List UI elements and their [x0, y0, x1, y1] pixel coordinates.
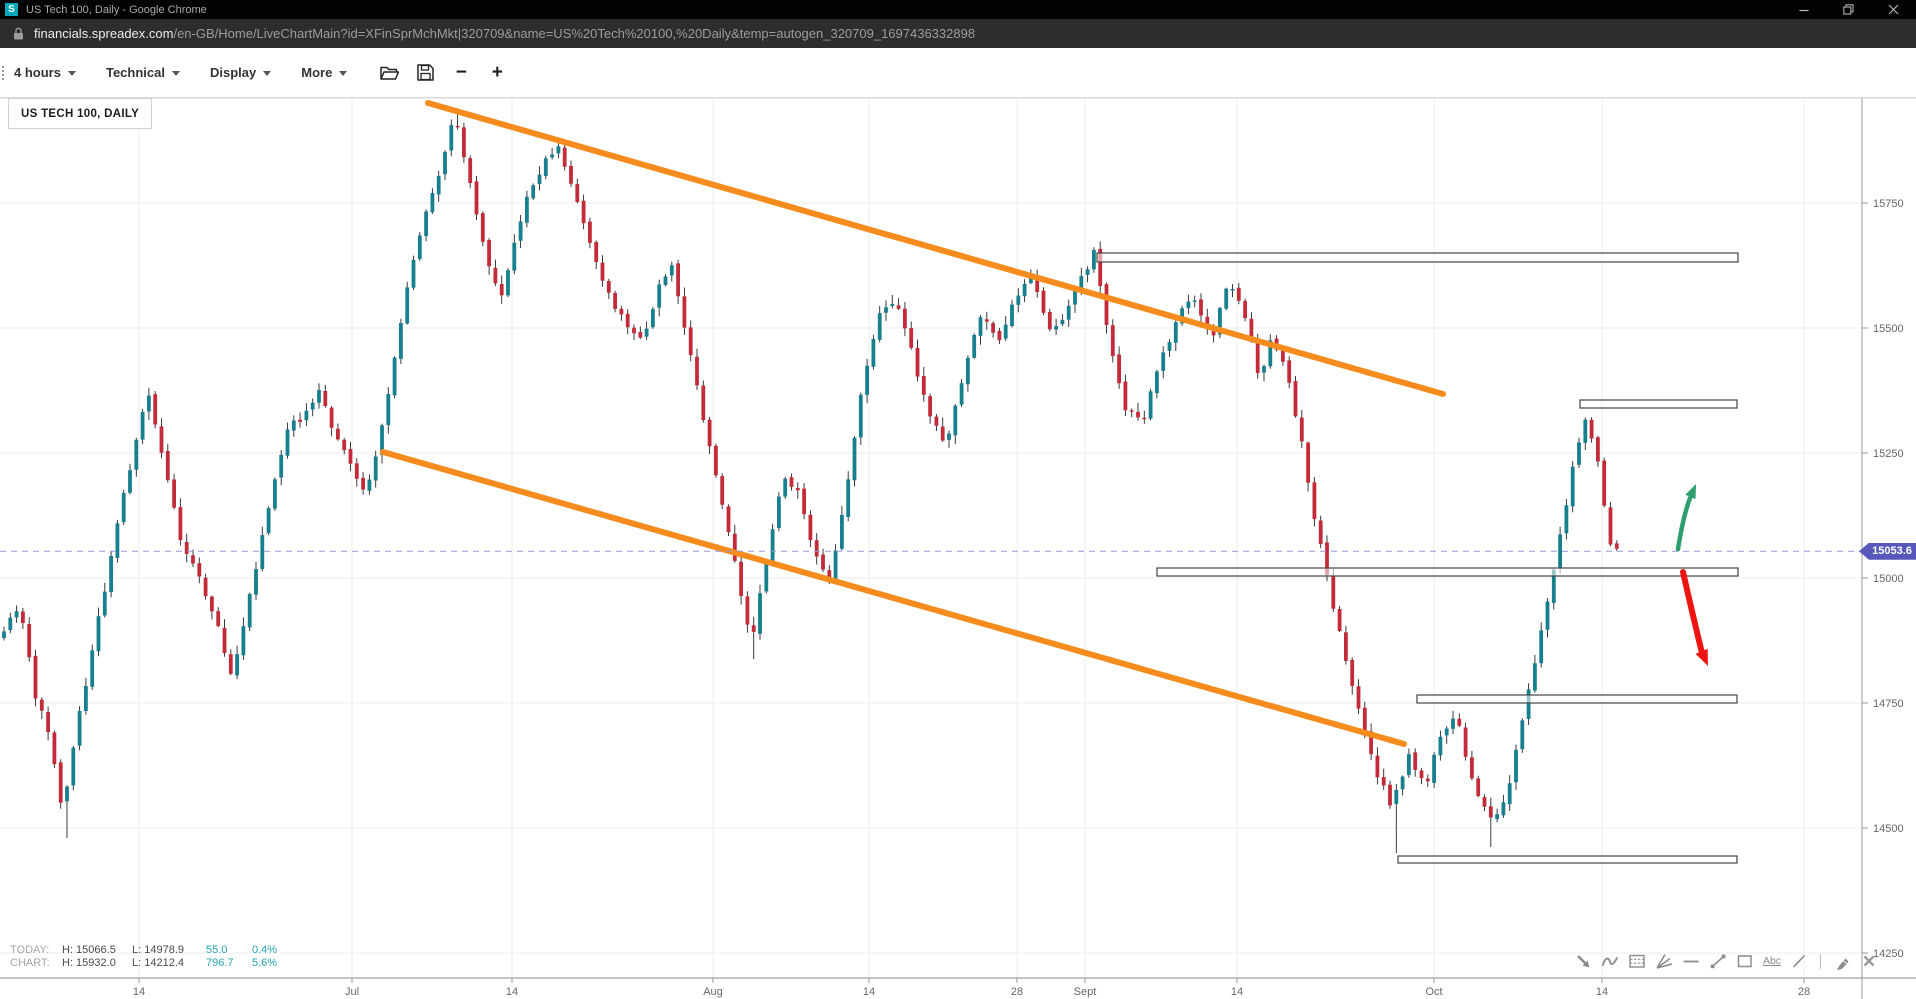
svg-text:14750: 14750 [1873, 698, 1904, 710]
caret-down-icon [339, 71, 348, 76]
zoom-out-button[interactable]: − [449, 61, 473, 85]
stats-percent: 0.4% [252, 944, 278, 956]
pointer-tool-button[interactable] [1572, 950, 1594, 972]
svg-text:Jul: Jul [345, 986, 359, 998]
display-dropdown[interactable]: Display [209, 65, 272, 80]
minimize-button[interactable] [1781, 0, 1826, 19]
svg-text:14500: 14500 [1873, 823, 1904, 835]
stats-high: H: 15066.5 [62, 944, 116, 956]
horizontal-line-tool-button[interactable] [1680, 950, 1702, 972]
svg-text:14250: 14250 [1873, 948, 1904, 960]
caret-down-icon [171, 71, 180, 76]
close-x-icon [1863, 955, 1875, 967]
svg-text:15250: 15250 [1873, 448, 1904, 460]
svg-text:28: 28 [1798, 986, 1810, 998]
browser-chrome: S US Tech 100, Daily - Google Chrome [0, 0, 1916, 98]
symbol-label: US TECH 100, DAILY [8, 98, 153, 129]
svg-text:15750: 15750 [1873, 198, 1904, 210]
rectangle-icon [1737, 955, 1752, 968]
zoom-out-icon: − [455, 62, 467, 83]
stats-range: 796.7 [206, 957, 234, 969]
restore-button[interactable] [1826, 0, 1871, 19]
zoom-in-icon: + [491, 62, 503, 83]
window-title: US Tech 100, Daily - Google Chrome [26, 3, 207, 16]
timeframe-label: 4 hours [14, 65, 61, 80]
display-label: Display [209, 65, 257, 80]
url-path: /en-GB/Home/LiveChartMain?id=XFinSprMchM… [173, 26, 976, 41]
svg-text:15500: 15500 [1873, 323, 1904, 335]
svg-text:15000: 15000 [1873, 573, 1904, 585]
diagonal-line-icon [1792, 954, 1806, 968]
stats-label: TODAY: [10, 944, 50, 956]
svg-text:14: 14 [1231, 986, 1243, 998]
zoom-in-button[interactable]: + [485, 61, 509, 85]
timeframe-dropdown[interactable]: 4 hours [14, 65, 76, 80]
current-price-badge: 15053.6 [1859, 542, 1916, 560]
url-domain: financials.spreadex.com [34, 26, 174, 41]
spreadex-favicon: S [5, 3, 18, 16]
more-label: More [301, 65, 333, 80]
pointer-arrow-icon [1577, 955, 1590, 968]
window-controls [1781, 0, 1916, 19]
stats-label: CHART: [10, 957, 50, 969]
window-titlebar: S US Tech 100, Daily - Google Chrome [0, 0, 1916, 19]
freehand-curve-icon [1602, 957, 1618, 966]
svg-text:Aug: Aug [703, 986, 723, 998]
rectangle-tool-button[interactable] [1734, 950, 1756, 972]
trendline-icon [1710, 954, 1726, 969]
grid-tool-button[interactable] [1626, 950, 1648, 972]
svg-text:14: 14 [133, 986, 145, 998]
lock-icon[interactable] [12, 26, 25, 41]
freehand-tool-button[interactable] [1599, 950, 1621, 972]
drawing-toolbar: Abc [1572, 948, 1880, 974]
text-tool-button[interactable]: Abc [1761, 950, 1783, 972]
stats-high: H: 15932.0 [62, 957, 116, 969]
fan-lines-icon [1656, 954, 1673, 969]
svg-text:28: 28 [1011, 986, 1023, 998]
save-icon [417, 64, 434, 81]
chart-stats: TODAY: H: 15066.5 L: 14978.9 55.0 0.4% C… [10, 944, 294, 970]
stats-percent: 5.6% [252, 957, 278, 969]
technical-dropdown[interactable]: Technical [106, 65, 180, 80]
line-tool-button[interactable] [1788, 950, 1810, 972]
text-tool-icon: Abc [1762, 955, 1782, 967]
svg-text:Sept: Sept [1074, 986, 1097, 998]
horizontal-line-icon [1683, 960, 1699, 963]
svg-text:14: 14 [863, 986, 875, 998]
grid-icon [1629, 954, 1645, 968]
delete-tool-button[interactable] [1858, 950, 1880, 972]
browser-address-bar[interactable]: financials.spreadex.com/en-GB/Home/LiveC… [0, 19, 1916, 48]
fan-lines-tool-button[interactable] [1653, 950, 1675, 972]
stats-row-chart: CHART: H: 15932.0 L: 14212.4 796.7 5.6% [10, 957, 294, 970]
stats-range: 55.0 [206, 944, 228, 956]
close-button[interactable] [1871, 0, 1916, 19]
caret-down-icon [263, 71, 272, 76]
toolbar-separator [1820, 953, 1821, 969]
technical-label: Technical [105, 65, 165, 80]
svg-text:Oct: Oct [1425, 986, 1442, 998]
stats-low: L: 14212.4 [132, 957, 184, 969]
close-icon [1888, 4, 1899, 15]
more-dropdown[interactable]: More [301, 65, 348, 80]
caret-down-icon [67, 71, 76, 76]
stats-row-today: TODAY: H: 15066.5 L: 14978.9 55.0 0.4% [10, 944, 294, 957]
folder-open-icon [380, 66, 400, 80]
svg-text:14: 14 [506, 986, 518, 998]
open-chart-button[interactable] [377, 61, 401, 85]
toolbar-grip-icon [2, 65, 6, 80]
marker-pen-icon [1837, 958, 1849, 970]
trendline-tool-button[interactable] [1707, 950, 1729, 972]
marker-tool-button[interactable] [1831, 950, 1853, 972]
restore-icon [1843, 4, 1854, 15]
svg-text:14: 14 [1596, 986, 1608, 998]
url-text[interactable]: financials.spreadex.com/en-GB/Home/LiveC… [34, 26, 975, 41]
stats-low: L: 14978.9 [132, 944, 184, 956]
minimize-icon [1799, 9, 1808, 11]
save-chart-button[interactable] [413, 61, 437, 85]
chart-toolbar: 4 hours Technical Display More [0, 48, 1916, 98]
